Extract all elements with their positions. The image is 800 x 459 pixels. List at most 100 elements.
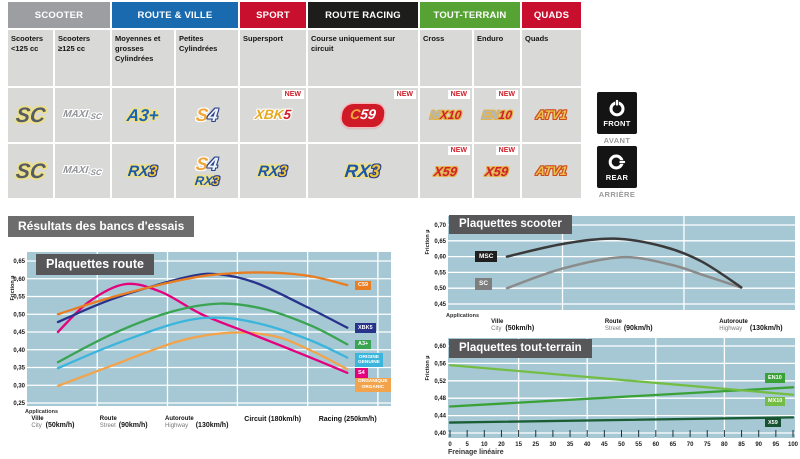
series-label-MX10: MX10: [765, 396, 786, 407]
rear-cell-1: SC: [8, 144, 53, 198]
logo-s4: S4: [195, 105, 219, 125]
x-tick-label: 25: [532, 442, 539, 448]
subcategory-header: Enduro: [474, 30, 520, 86]
series-MSC: [505, 237, 743, 289]
logo-rx3big: RX3: [344, 161, 382, 181]
chart-canvas-route: 0,65 0,60 0,55 0,50 0,45 0,40 0,35 0,30 0,25 Fric…: [10, 252, 391, 407]
y-tick-label: 0,50: [13, 312, 25, 318]
x-axis-label: Autoroute Highway (130km/h): [165, 416, 228, 429]
front-cell-1: SC: [8, 88, 53, 142]
x-axis-label: Route Street (90km/h): [605, 319, 653, 332]
y-axis-title: Friction µ: [425, 356, 431, 381]
series-label-SC: SC: [475, 278, 493, 290]
subcategory-header: Quads: [522, 30, 581, 86]
x-tick-label: 20: [498, 442, 505, 448]
rear-disc-icon: REAR: [597, 146, 637, 188]
x-tick-label: 85: [738, 442, 745, 448]
series-X59: [448, 416, 795, 424]
x-label-speed: (50km/h): [45, 422, 75, 430]
x-label-en: Street: [604, 325, 621, 332]
category-header-quads: QUADS: [522, 2, 581, 28]
new-badge: NEW: [393, 90, 416, 99]
x-axis-title: Freinage linéaire: [448, 449, 504, 456]
x-label-speed: (90km/h): [623, 325, 653, 333]
text: 3: [369, 161, 382, 181]
y-axis-title: Friction µ: [425, 230, 431, 255]
brake-disc-rear-icon: [608, 154, 626, 170]
x-tick-label: 30: [550, 442, 557, 448]
front-cell-3: A3+: [112, 88, 174, 142]
new-badge: NEW: [281, 90, 304, 99]
x-tick-label: 5: [465, 442, 469, 448]
x-label-stack: Route Street: [605, 319, 622, 332]
y-tick-label: 0,60: [434, 255, 446, 261]
y-tick-label: 0,52: [434, 379, 446, 385]
rear-cell-2: MAXI-SC: [55, 144, 110, 198]
x-axis-label: Route Street (90km/h): [100, 416, 148, 429]
series-label-MSC: MSC: [475, 250, 498, 263]
text: EN: [481, 108, 500, 122]
front-sublabel: AVANT: [603, 136, 631, 145]
x-tick-label: 95: [773, 442, 780, 448]
y-tick-label: 0,30: [13, 383, 25, 389]
logo-atv1: ATV1: [535, 107, 568, 122]
category-header-sport: SPORT: [240, 2, 306, 28]
logo-rx3: RX3: [257, 163, 288, 180]
subcategory-header: Scooters ≥125 cc: [55, 30, 110, 86]
x-tick-label: 80: [721, 442, 728, 448]
subcategory-header: Petites Cylindrées: [176, 30, 238, 86]
series-label-X59: X59: [765, 418, 781, 428]
rear-cell-7: X59 NEW: [420, 144, 472, 198]
x-label-fr: Autoroute: [719, 319, 748, 325]
front-disc-icon: FRONT: [597, 92, 637, 134]
logo-x59: X59: [433, 163, 459, 179]
new-badge: NEW: [447, 146, 470, 155]
front-cell-7: MX10 NEW: [420, 88, 472, 142]
logo-x59: X59: [484, 163, 510, 179]
series-label-A3+: A3+: [355, 339, 372, 350]
text: MAXI: [62, 164, 89, 176]
y-tick-label: 0,40: [434, 431, 446, 437]
x-tick-label: 35: [567, 442, 574, 448]
text: RX: [193, 173, 214, 188]
x-label-speed: (130km/h): [749, 325, 783, 333]
logo-s4rx3: S4 RX3: [193, 153, 221, 188]
logo-sc: SC: [14, 103, 47, 127]
y-tick-label: 0,44: [434, 414, 446, 420]
text: 3: [211, 173, 221, 188]
front-marker: FRONT AVANT: [594, 92, 640, 145]
x-tick-label: 55: [635, 442, 642, 448]
chart-tt-title: Plaquettes tout-terrain: [449, 339, 592, 358]
y-tick-label: 0,65: [434, 239, 446, 245]
rear-cell-6: RX3: [308, 144, 418, 198]
y-tick-label: 0,45: [434, 302, 446, 308]
y-tick-label: 0,48: [434, 396, 446, 402]
y-tick-label: 0,40: [13, 348, 25, 354]
x-tick-label: 0: [448, 442, 452, 448]
x-tick-label: 40: [584, 442, 591, 448]
y-axis-title: Friction µ: [10, 276, 16, 301]
logo-sc: SC: [14, 159, 47, 183]
new-badge: NEW: [447, 90, 470, 99]
x-label-stack: Autoroute Highway: [165, 416, 194, 429]
x-label-en: Street: [99, 422, 116, 429]
logo-a3plus: A3+: [125, 105, 160, 125]
text: 4: [206, 153, 220, 174]
series-S4: [56, 282, 349, 374]
logo-xbk5: XBK5: [254, 107, 292, 123]
logo-rx3: RX3: [127, 162, 159, 180]
series-MX10: [448, 363, 795, 396]
logo-s4: S4: [195, 153, 220, 174]
y-tick-label: 0,45: [13, 330, 25, 336]
text: 3: [148, 162, 159, 180]
x-label-fr: Ville: [491, 319, 504, 325]
series-label-XBK5: XBK5: [355, 323, 376, 333]
text: XBK: [254, 107, 285, 123]
plot-area: [27, 252, 391, 406]
front-cell-9: ATV1: [522, 88, 581, 142]
series-label-S4: S4: [355, 368, 368, 378]
x-label-speed: (90km/h): [118, 422, 148, 430]
front-cell-5: XBK5 NEW: [240, 88, 306, 142]
logo-c59: C59: [340, 103, 386, 127]
x-tick-label: 45: [601, 442, 608, 448]
